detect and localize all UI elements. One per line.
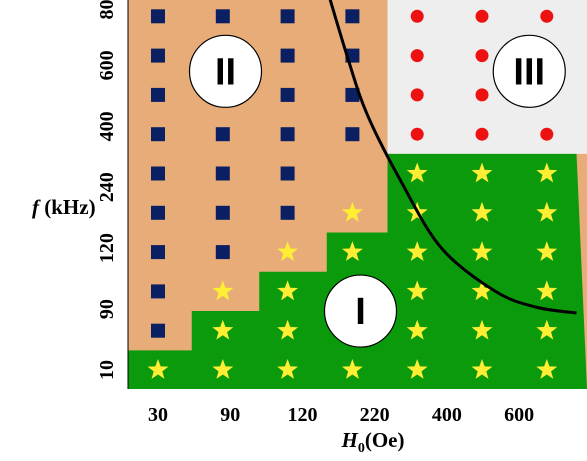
marker-region-ii: [151, 323, 165, 338]
marker-region-ii: [215, 166, 230, 181]
marker-region-i: [406, 162, 428, 183]
marker-region-i: [536, 241, 558, 261]
marker-region-i: [406, 319, 428, 340]
x-axis-ticks: 30 90 120 220 400 600: [148, 404, 534, 426]
marker-region-ii: [151, 48, 165, 63]
marker-region-ii: [215, 205, 230, 220]
marker-region-i: [536, 162, 558, 183]
marker-region-i: [212, 319, 234, 340]
marker-region-ii: [280, 166, 295, 181]
y-axis-label: f (kHz): [32, 195, 96, 219]
region-labels: III III: [188, 34, 566, 348]
x-axis-label: H0(Oe): [341, 428, 405, 456]
region-ii-label: II: [215, 51, 236, 93]
marker-region-ii: [151, 127, 165, 142]
marker-region-ii: [151, 245, 165, 260]
marker-region-i: [277, 319, 299, 340]
x-tick-label: 400: [432, 404, 462, 426]
marker-region-i: [277, 241, 299, 261]
marker-region-i: [212, 280, 234, 301]
marker-region-ii: [151, 166, 165, 181]
y-axis-ticks: 10 90 120 240 400 600 800: [96, 0, 118, 380]
x-tick-label: 600: [504, 404, 534, 426]
x-tick-label: 220: [360, 404, 390, 426]
marker-region-i: [471, 280, 493, 301]
marker-region-i: [536, 280, 558, 301]
marker-region-iii: [410, 88, 424, 102]
marker-region-i: [471, 319, 493, 340]
boundary-curve: [328, 0, 577, 315]
marker-region-ii: [151, 9, 165, 24]
marker-region-ii: [151, 205, 165, 220]
region-i-area: [128, 153, 587, 389]
marker-region-i: [406, 280, 428, 301]
marker-region-ii: [345, 127, 360, 142]
y-tick-label: 800: [96, 0, 118, 20]
marker-region-i: [277, 280, 299, 301]
marker-region-iii: [475, 49, 489, 63]
marker-region-i: [147, 359, 169, 379]
region-ii-badge: [188, 34, 263, 108]
marker-region-i: [536, 201, 558, 222]
marker-region-ii: [280, 205, 295, 220]
marker-region-iii: [540, 9, 554, 23]
region-i-badge: [323, 274, 398, 348]
marker-region-i: [471, 201, 493, 222]
marker-region-ii: [280, 48, 295, 63]
marker-region-i: [277, 359, 299, 379]
marker-region-i: [406, 241, 428, 261]
marker-region-iii: [475, 88, 489, 102]
marker-region-ii: [280, 87, 295, 102]
marker-region-iii: [475, 127, 489, 141]
marker-region-iii: [540, 127, 554, 141]
marker-region-i: [536, 359, 558, 379]
marker-region-iii: [410, 49, 424, 63]
x-tick-label: 30: [148, 404, 168, 426]
marker-region-iii: [410, 127, 424, 141]
y-tick-label: 400: [96, 111, 118, 141]
marker-region-i: [341, 201, 363, 222]
region-iii-label: III: [513, 51, 545, 93]
marker-region-ii: [345, 87, 360, 102]
marker-region-iii: [410, 9, 424, 23]
y-tick-label: 10: [96, 360, 118, 380]
marker-region-ii: [280, 9, 295, 24]
region-iii-badge: [492, 34, 566, 108]
plot-area: III III: [127, 0, 587, 389]
y-tick-label: 600: [96, 50, 118, 80]
marker-region-ii: [151, 87, 165, 102]
marker-region-ii: [215, 127, 230, 142]
marker-region-i: [471, 359, 493, 379]
marker-region-i: [536, 319, 558, 340]
marker-region-i: [212, 359, 234, 379]
marker-region-i: [471, 162, 493, 183]
x-tick-label: 90: [220, 404, 240, 426]
marker-region-ii: [215, 9, 230, 24]
y-tick-label: 90: [96, 299, 118, 319]
marker-region-ii: [345, 9, 360, 24]
marker-region-ii: [215, 245, 230, 260]
y-tick-label: 120: [96, 233, 118, 263]
x-tick-label: 120: [287, 404, 317, 426]
marker-region-i: [341, 241, 363, 261]
marker-region-ii: [151, 284, 165, 299]
marker-region-i: [406, 359, 428, 379]
marker-region-i: [341, 359, 363, 379]
y-tick-label: 240: [96, 172, 118, 202]
marker-region-i: [471, 241, 493, 261]
marker-region-ii: [280, 127, 295, 142]
region-i-label: I: [355, 291, 366, 333]
marker-region-iii: [475, 9, 489, 23]
